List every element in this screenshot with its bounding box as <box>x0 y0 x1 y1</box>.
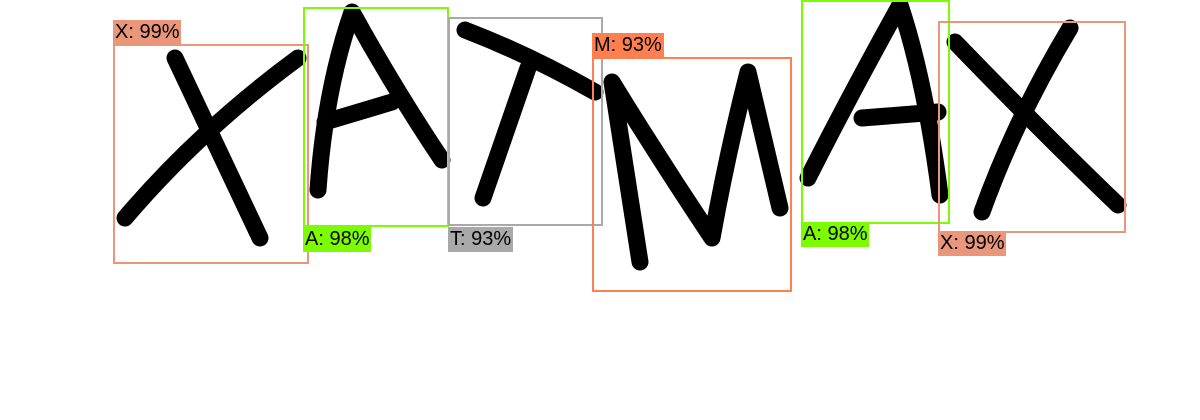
detection-box-x-1 <box>113 44 309 264</box>
glyph-x-2-a <box>946 33 1127 214</box>
detection-box-a-5 <box>801 0 950 224</box>
detection-box-m-4 <box>592 57 792 292</box>
glyph-x-2-b <box>973 19 1079 221</box>
detection-box-t-3 <box>448 17 603 226</box>
detection-label-x-1: X: 99% <box>113 20 182 45</box>
glyph-x-1-cross <box>116 49 307 227</box>
detection-label-t-3: T: 93% <box>448 227 514 252</box>
glyph-a-1-bar <box>316 93 401 131</box>
detection-label-m-4: M: 93% <box>592 33 664 58</box>
glyph-x-1 <box>166 49 269 247</box>
detection-label-a-2: A: 98% <box>303 227 372 252</box>
detection-box-a-2 <box>303 7 449 227</box>
detection-box-x-6 <box>938 21 1126 233</box>
glyph-t-top <box>456 21 604 101</box>
detection-label-a-5: A: 98% <box>801 222 870 247</box>
glyph-t-stem <box>474 59 537 207</box>
glyph-a-2 <box>799 0 949 204</box>
glyph-m <box>603 63 789 271</box>
detection-label-x-6: X: 99% <box>938 231 1007 256</box>
glyph-a-2-bar <box>853 103 947 127</box>
